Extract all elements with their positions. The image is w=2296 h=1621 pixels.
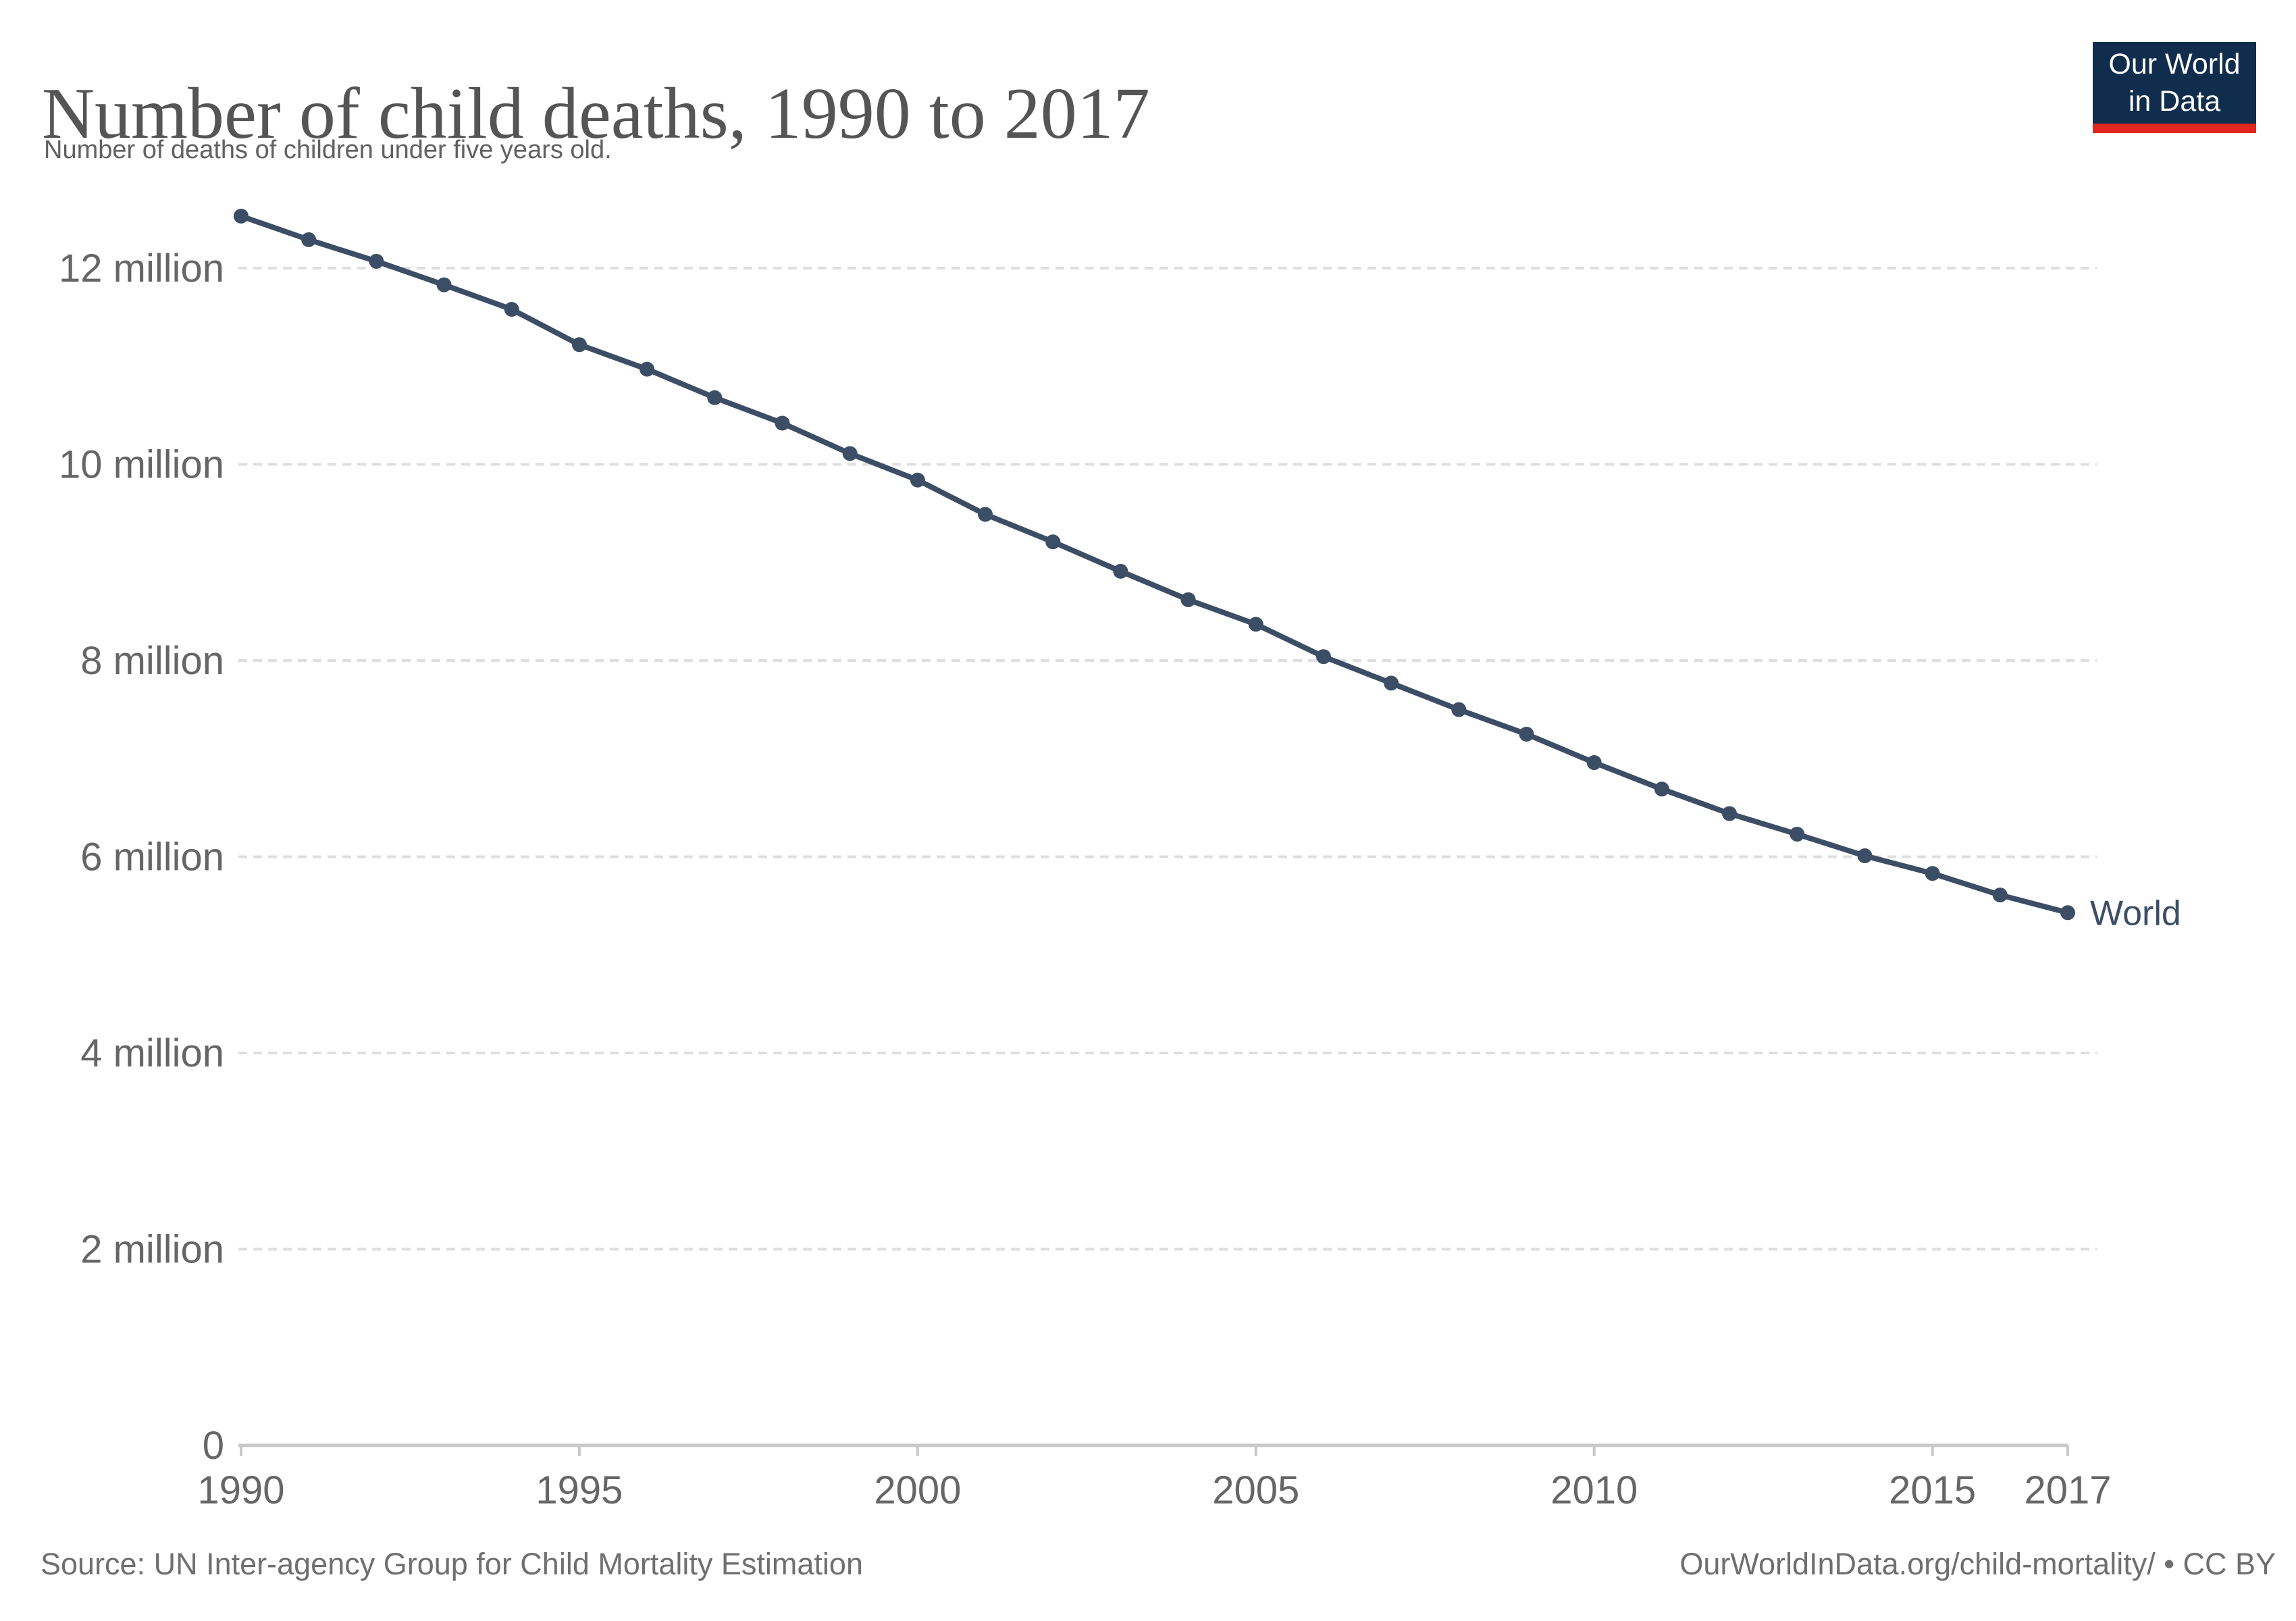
chart-subtitle: Number of deaths of children under five … (44, 136, 612, 164)
data-point-2016 (1992, 887, 2008, 903)
y-tick-label: 10 million (59, 443, 224, 487)
data-line-world (238, 213, 2070, 916)
data-point-2013 (1790, 827, 1805, 842)
data-point-2005 (1248, 617, 1263, 632)
data-point-2007 (1384, 675, 1399, 691)
x-tick-label: 2005 (1212, 1468, 1299, 1512)
data-point-2002 (1045, 534, 1061, 550)
data-point-2010 (1586, 755, 1602, 771)
x-tick-label: 2015 (1889, 1468, 1976, 1512)
data-point-2004 (1180, 592, 1196, 607)
data-point-2015 (1925, 866, 1940, 881)
data-point-1998 (775, 415, 790, 431)
data-point-2001 (978, 507, 993, 522)
data-point-2000 (910, 472, 925, 488)
x-tick-label: 1990 (197, 1468, 284, 1512)
data-point-1997 (707, 390, 723, 405)
data-point-2003 (1113, 563, 1128, 579)
y-tick-label: 4 million (80, 1031, 224, 1075)
x-tick-label: 2010 (1550, 1468, 1638, 1512)
data-point-1999 (842, 446, 858, 461)
data-point-1990 (234, 209, 249, 224)
data-point-2011 (1654, 781, 1669, 797)
data-point-1996 (640, 361, 655, 377)
data-point-2009 (1519, 726, 1534, 742)
data-point-1995 (571, 337, 587, 353)
owid-logo-line2: in Data (2128, 84, 2221, 118)
data-point-1994 (504, 302, 519, 317)
owid-logo: Our World in Data (2093, 42, 2256, 133)
data-point-1992 (369, 253, 384, 269)
x-tick-label: 1995 (536, 1468, 623, 1512)
series-label-world: World (2090, 894, 2181, 933)
data-point-2017 (2060, 905, 2075, 921)
owid-logo-line1: Our World (2108, 47, 2241, 80)
x-tick-label: 2000 (874, 1468, 961, 1512)
data-point-2014 (1857, 848, 1873, 864)
y-tick-label: 2 million (80, 1228, 224, 1272)
chart-title: Number of child deaths, 1990 to 2017 (42, 74, 1150, 155)
y-tick-label: 8 million (80, 639, 224, 683)
credit-note: OurWorldInData.org/child-mortality/ • CC… (1679, 1547, 2276, 1581)
data-point-1991 (301, 232, 317, 247)
x-tick-label: 2017 (2024, 1468, 2111, 1512)
data-point-2008 (1451, 702, 1467, 717)
source-note: Source: UN Inter-agency Group for Child … (41, 1547, 863, 1581)
data-point-2012 (1722, 806, 1738, 821)
chart-footer: Source: UN Inter-agency Group for Child … (41, 1547, 2276, 1582)
data-point-1993 (436, 277, 452, 292)
y-tick-label: 6 million (80, 835, 224, 879)
y-tick-label: 12 million (59, 247, 224, 290)
data-point-2006 (1315, 649, 1331, 665)
y-tick-label: 0 (203, 1424, 224, 1468)
